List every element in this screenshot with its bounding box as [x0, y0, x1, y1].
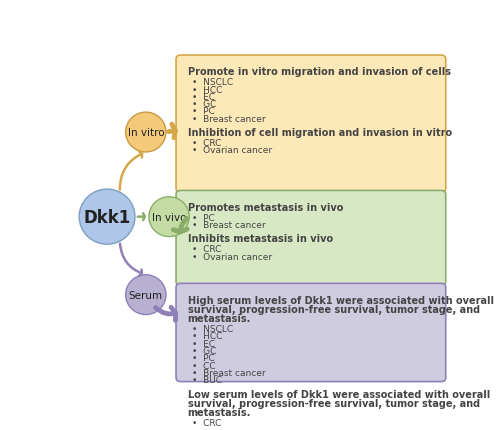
- Ellipse shape: [79, 190, 135, 245]
- Text: •  Ovarian cancer: • Ovarian cancer: [192, 252, 272, 261]
- Text: Low serum levels of Dkk1 were associated with overall: Low serum levels of Dkk1 were associated…: [188, 389, 490, 399]
- Text: •  Breast cancer: • Breast cancer: [192, 368, 266, 377]
- Text: Promotes metastasis in vivo: Promotes metastasis in vivo: [188, 202, 343, 212]
- Text: •  GC: • GC: [192, 346, 216, 355]
- FancyBboxPatch shape: [176, 191, 446, 286]
- Text: Inhibition of cell migration and invasion in vitro: Inhibition of cell migration and invasio…: [188, 128, 452, 138]
- Text: •  EC: • EC: [192, 92, 216, 101]
- Text: survival, progression-free survival, tumor stage, and: survival, progression-free survival, tum…: [188, 304, 480, 314]
- Text: metastasis.: metastasis.: [188, 313, 251, 323]
- Text: Dkk1: Dkk1: [84, 208, 130, 226]
- Text: •  HCC: • HCC: [192, 332, 222, 341]
- Text: •  Breast cancer: • Breast cancer: [192, 221, 266, 230]
- Ellipse shape: [126, 275, 166, 315]
- Text: •  PC: • PC: [192, 213, 215, 222]
- Text: In vitro: In vitro: [128, 128, 164, 138]
- Text: •  NSCLC: • NSCLC: [192, 324, 234, 333]
- Text: •  CRC: • CRC: [192, 139, 222, 147]
- Text: •  PC: • PC: [192, 353, 215, 362]
- Text: In vivo: In vivo: [152, 212, 186, 222]
- Text: Serum: Serum: [129, 290, 163, 300]
- Text: Inhibits metastasis in vivo: Inhibits metastasis in vivo: [188, 234, 333, 244]
- Text: •  Ovarian cancer: • Ovarian cancer: [192, 146, 272, 155]
- Text: •  GC: • GC: [192, 100, 216, 109]
- Text: •  BUC: • BUC: [192, 375, 222, 384]
- FancyBboxPatch shape: [176, 284, 446, 382]
- Text: •  NSCLC: • NSCLC: [192, 78, 234, 87]
- Text: •  CRC: • CRC: [192, 418, 222, 427]
- Text: Promote in vitro migration and invasion of cells: Promote in vitro migration and invasion …: [188, 67, 450, 77]
- Text: •  CC: • CC: [192, 361, 216, 370]
- Text: •  HCC: • HCC: [192, 86, 222, 94]
- Ellipse shape: [126, 113, 166, 153]
- Text: survival, progression-free survival, tumor stage, and: survival, progression-free survival, tum…: [188, 398, 480, 408]
- Text: High serum levels of Dkk1 were associated with overall: High serum levels of Dkk1 were associate…: [188, 295, 494, 305]
- Text: •  PC: • PC: [192, 107, 215, 116]
- Text: •  EC: • EC: [192, 339, 216, 348]
- Text: •  CRC: • CRC: [192, 245, 222, 254]
- Text: •  Breast cancer: • Breast cancer: [192, 114, 266, 123]
- Ellipse shape: [149, 197, 189, 237]
- Text: metastasis.: metastasis.: [188, 407, 251, 417]
- FancyBboxPatch shape: [176, 56, 446, 193]
